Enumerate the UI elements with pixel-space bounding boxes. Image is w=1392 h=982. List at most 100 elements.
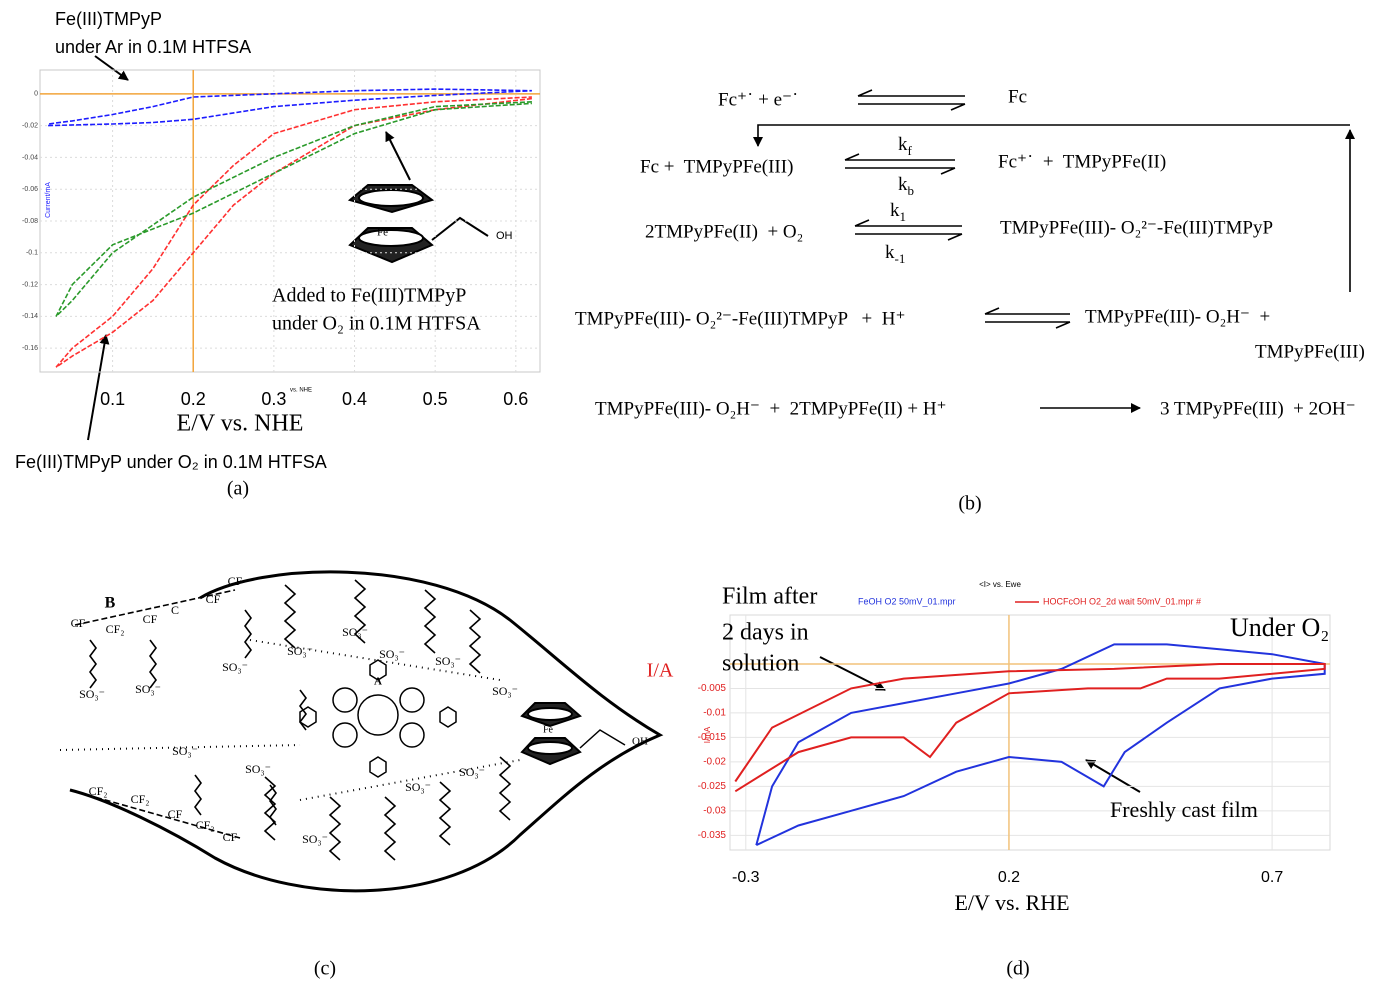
diagram-label: SO₃⁻ — [287, 644, 313, 658]
reaction-species: Fc⁺˙ + TMPyPFe(II) — [998, 151, 1166, 172]
x-tick-label: 0.4 — [342, 389, 367, 409]
panel-label: (c) — [314, 958, 336, 980]
ferrocene — [347, 184, 489, 264]
diagram-label: CF — [228, 574, 243, 588]
side-chain — [283, 584, 297, 649]
y-tick-label: -0.06 — [22, 186, 38, 193]
x-tick-label: 0.5 — [423, 389, 448, 409]
y-tick-label: -0.14 — [22, 313, 38, 320]
diagram-label: SO₃⁻ — [302, 832, 328, 846]
annotation: solution — [722, 651, 799, 677]
x-tick-label: 0.2 — [181, 389, 206, 409]
x-axis-label: E/V vs. RHE — [954, 890, 1069, 915]
diagram-label: SO₃⁻ — [342, 625, 368, 639]
diagram-label: CF — [143, 612, 158, 626]
x-tick-label: 0.6 — [503, 389, 528, 409]
annotation: Fe — [377, 227, 388, 239]
panel-label: (a) — [227, 478, 249, 500]
diagram-label: SO₃⁻ — [492, 684, 518, 698]
data-line — [734, 663, 1326, 793]
y-tick-label: -0.03 — [703, 805, 726, 816]
annotation: 2 days in — [722, 620, 809, 646]
diagram-label: CF₂ — [196, 818, 215, 832]
reaction-species: TMPyPFe(III)- O₂H⁻ + — [1085, 306, 1270, 327]
rate-constant: kf — [898, 134, 913, 158]
rate-constant: kb — [898, 174, 914, 198]
y-tick-label: -0.035 — [698, 830, 727, 841]
side-chain — [263, 776, 277, 841]
plot-frame — [729, 614, 1331, 851]
rate-subscript: 1 — [900, 209, 907, 224]
side-chain — [423, 589, 437, 654]
arrow — [819, 656, 886, 691]
annotation: Film after — [722, 584, 817, 610]
diagram-label: CF — [168, 807, 183, 821]
side-chain — [89, 639, 97, 689]
rate-symbol: k — [890, 200, 900, 221]
x-tick-label: 0.1 — [100, 389, 125, 409]
annotation: Fe(III)TMPyP — [55, 9, 162, 29]
rate-symbol: k — [885, 242, 895, 263]
y-tick-label: -0.08 — [22, 218, 38, 225]
annotation: under Ar in 0.1M HTFSA — [55, 37, 251, 57]
legend-label: FeOH O2 50mV_01.mpr — [858, 596, 956, 606]
diagram-label: CF₂ — [131, 792, 150, 806]
panel-label: (b) — [958, 493, 981, 515]
diagram-label: Fe — [543, 724, 554, 735]
side-chain — [353, 579, 367, 644]
data-line — [47, 88, 532, 127]
rate-subscript: f — [908, 143, 913, 158]
y-tick-label: -0.005 — [698, 683, 727, 694]
diagram-label: SO₃⁻ — [79, 687, 105, 701]
diagram-label: CF₂ — [106, 622, 125, 636]
side-chain — [383, 796, 397, 861]
annotation: OH — [496, 230, 513, 242]
y-tick-label: -0.015 — [698, 732, 727, 743]
diagram-label: SO₃⁻ — [222, 660, 248, 674]
reaction-species: TMPyPFe(III)- O₂H⁻ + 2TMPyPFe(II) + H⁺ — [595, 398, 947, 419]
y-tick-label: -0.1 — [26, 250, 38, 257]
annotation: Freshly cast film — [1110, 797, 1258, 822]
rate-subscript: -1 — [895, 251, 906, 266]
arrow — [1085, 759, 1141, 793]
reaction-species: 2TMPyPFe(II) + O₂ — [645, 221, 803, 242]
diagram-label: CF — [223, 830, 238, 844]
diagram-label: C — [171, 603, 179, 617]
side-chain — [244, 609, 252, 659]
diagram-label: CF₂ — [89, 784, 108, 798]
reaction-species: Fc + TMPyPFe(III) — [640, 156, 793, 177]
ionomer-diagram — [59, 570, 664, 893]
arrow — [385, 131, 411, 181]
y-tick-label: -0.04 — [22, 154, 38, 161]
rate-constant: k-1 — [885, 242, 905, 266]
legend-label: HOCFcOH O2_2d wait 50mV_01.mpr # — [1043, 596, 1201, 606]
diagram-label: B — [105, 595, 116, 612]
y-axis-label: I/A — [647, 660, 674, 682]
reaction-species: Fc — [1008, 86, 1027, 107]
x-tick-label: 0.7 — [1261, 869, 1283, 886]
y-tick-label: 0 — [34, 91, 38, 98]
reaction-species: Fc⁺˙ + e⁻˙ — [718, 89, 798, 110]
reaction-species: TMPyPFe(III) — [1255, 341, 1365, 362]
x-axis-label: E/V vs. NHE — [177, 411, 304, 437]
annotation: I/mA — [703, 726, 712, 743]
y-tick-label: -0.025 — [698, 781, 727, 792]
reaction-species: TMPyPFe(III)- O₂²⁻-Fe(III)TMPyP — [1000, 217, 1273, 238]
diagram-label: CF — [206, 592, 221, 606]
side-chain — [468, 609, 482, 674]
side-chain — [498, 756, 512, 821]
diagram-label: CF — [71, 616, 86, 630]
y-tick-label: -0.02 — [703, 757, 726, 768]
dotted-link — [59, 639, 521, 801]
side-chain — [328, 796, 342, 861]
diagram-label: SO₃⁻ — [435, 654, 461, 668]
rate-symbol: k — [898, 134, 908, 155]
annotation: vs. NHE — [290, 388, 312, 394]
diagram-label: SO₃⁻ — [405, 780, 431, 794]
annotation: under O₂ in 0.1M HTFSA — [272, 313, 481, 335]
side-chain — [149, 639, 157, 689]
annotation: Fe(III)TMPyP under O₂ in 0.1M HTFSA — [15, 452, 327, 472]
x-tick-label: 0.2 — [998, 869, 1020, 886]
